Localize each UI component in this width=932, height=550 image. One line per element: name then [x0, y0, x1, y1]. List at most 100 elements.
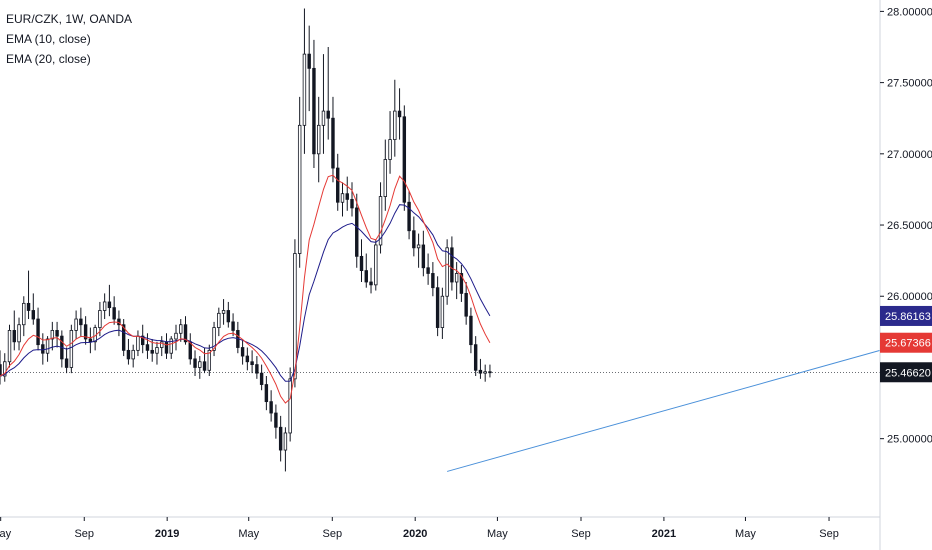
candle[interactable] — [445, 239, 449, 305]
candle[interactable] — [412, 216, 416, 257]
candle[interactable] — [288, 367, 292, 442]
candle[interactable] — [440, 287, 445, 339]
candle[interactable] — [112, 296, 116, 325]
candle[interactable] — [397, 88, 402, 140]
candle[interactable] — [269, 390, 273, 422]
candle[interactable] — [464, 282, 468, 325]
candle[interactable] — [293, 239, 297, 388]
ema10-line[interactable] — [0, 174, 491, 404]
candle[interactable] — [231, 313, 235, 337]
candle[interactable] — [83, 316, 88, 345]
ema20-line[interactable] — [0, 204, 491, 382]
candle[interactable] — [0, 350, 2, 385]
candle[interactable] — [259, 364, 264, 391]
candle[interactable] — [431, 262, 435, 297]
candle[interactable] — [297, 96, 302, 268]
candle[interactable] — [340, 182, 345, 217]
candle[interactable] — [22, 296, 26, 337]
time-axis[interactable]: May Sep 2019 May Sep 2020 May Sep 2021 May Sep — [0, 517, 839, 540]
candle[interactable] — [226, 301, 231, 328]
candle[interactable] — [121, 319, 126, 357]
candle[interactable] — [140, 324, 145, 354]
candle[interactable] — [321, 54, 326, 154]
candle[interactable] — [454, 262, 459, 300]
trendline[interactable] — [447, 349, 881, 472]
candle[interactable] — [55, 321, 59, 348]
candle[interactable] — [488, 364, 492, 378]
candle[interactable] — [250, 350, 254, 374]
candle[interactable] — [50, 321, 55, 351]
candle[interactable] — [3, 353, 7, 382]
candle[interactable] — [174, 324, 178, 351]
candle[interactable] — [60, 330, 64, 368]
candle[interactable] — [193, 350, 197, 376]
candle[interactable] — [255, 356, 259, 379]
candle[interactable] — [202, 347, 207, 374]
candle[interactable] — [198, 356, 202, 379]
candle[interactable] — [74, 310, 78, 339]
candle[interactable] — [369, 267, 373, 294]
candle[interactable] — [26, 270, 31, 320]
candle[interactable] — [12, 310, 16, 351]
candle[interactable] — [31, 293, 36, 325]
candle[interactable] — [264, 376, 269, 411]
candle[interactable] — [88, 327, 93, 354]
candle[interactable] — [283, 427, 288, 472]
candle[interactable] — [388, 111, 392, 174]
candle[interactable] — [302, 8, 307, 154]
candle[interactable] — [131, 344, 135, 368]
candle[interactable] — [416, 233, 421, 268]
candle[interactable] — [107, 284, 112, 317]
candle[interactable] — [316, 96, 321, 183]
candle[interactable] — [155, 341, 159, 365]
candle[interactable] — [7, 324, 12, 368]
candle[interactable] — [41, 333, 45, 365]
candle[interactable] — [245, 347, 250, 371]
candle[interactable] — [407, 190, 411, 240]
candle[interactable] — [69, 324, 74, 374]
candle[interactable] — [126, 338, 131, 365]
candle[interactable] — [160, 336, 164, 357]
candle[interactable] — [450, 236, 454, 291]
candle[interactable] — [350, 182, 354, 217]
candle[interactable] — [236, 321, 240, 354]
candle[interactable] — [145, 333, 150, 359]
candle[interactable] — [478, 358, 483, 379]
candle[interactable] — [221, 299, 226, 325]
candle[interactable] — [483, 364, 487, 382]
candle[interactable] — [426, 253, 430, 285]
candle[interactable] — [459, 264, 464, 302]
candle[interactable] — [136, 330, 140, 357]
ema20-legend[interactable]: EMA (20, close) — [6, 52, 91, 66]
candle[interactable] — [473, 336, 478, 376]
candle[interactable] — [36, 307, 40, 351]
candle[interactable] — [331, 96, 335, 183]
candle[interactable] — [435, 276, 440, 337]
candle[interactable] — [355, 193, 359, 268]
candle[interactable] — [326, 47, 330, 140]
candle[interactable] — [345, 176, 349, 211]
candle[interactable] — [402, 105, 407, 211]
candle[interactable] — [359, 239, 364, 282]
symbol-title[interactable]: EUR/CZK, 1W, OANDA — [6, 12, 133, 26]
candle[interactable] — [421, 230, 426, 277]
candle[interactable] — [188, 333, 192, 365]
candle[interactable] — [336, 153, 340, 211]
candle[interactable] — [240, 338, 245, 365]
candle[interactable] — [217, 307, 221, 337]
candle[interactable] — [212, 321, 216, 357]
candle[interactable] — [169, 336, 173, 359]
candle[interactable] — [164, 333, 169, 359]
candle[interactable] — [93, 324, 97, 351]
candle[interactable] — [383, 139, 388, 211]
candle[interactable] — [393, 79, 397, 157]
candle[interactable] — [469, 307, 473, 354]
plot-area[interactable] — [0, 8, 881, 472]
candle[interactable] — [364, 253, 368, 288]
candle[interactable] — [98, 301, 102, 337]
candle[interactable] — [374, 239, 378, 291]
candle[interactable] — [207, 344, 212, 376]
candle[interactable] — [79, 307, 83, 337]
candle[interactable] — [312, 39, 316, 169]
